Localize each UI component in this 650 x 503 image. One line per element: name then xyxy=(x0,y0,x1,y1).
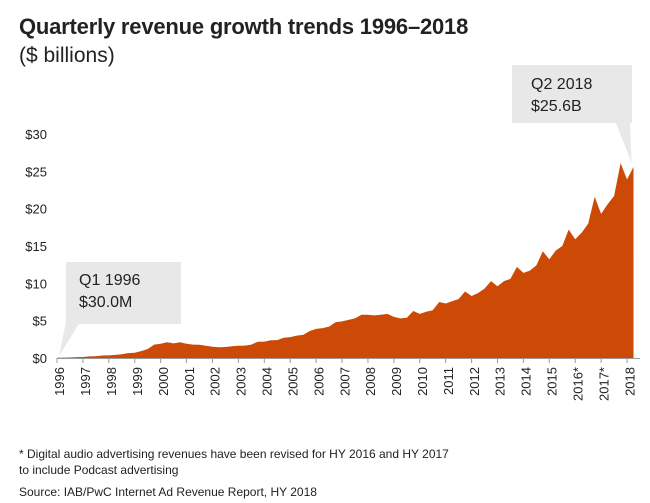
source-note: Source: IAB/PwC Internet Ad Revenue Repo… xyxy=(19,485,317,499)
x-tick-label: 2009 xyxy=(389,367,404,396)
start-callout-line-2: $30.0M xyxy=(79,294,132,311)
x-tick-label: 2007 xyxy=(337,367,352,396)
x-tick-label: 2011 xyxy=(441,367,456,395)
y-tick-label: $5 xyxy=(33,314,47,329)
end-callout-line-1: Q2 2018 xyxy=(531,76,592,93)
start-callout-line-1: Q1 1996 xyxy=(79,272,140,289)
x-tick-label: 2005 xyxy=(285,367,300,396)
x-tick-label: 2018 xyxy=(622,367,637,396)
y-tick-label: $0 xyxy=(33,351,47,366)
series-layer xyxy=(57,163,634,358)
footnote-line-1: * Digital audio advertising revenues hav… xyxy=(19,447,449,461)
end-callout-box xyxy=(512,65,632,123)
x-tick-label: 1996 xyxy=(52,367,67,396)
x-tick-label: 2016* xyxy=(570,367,585,401)
y-tick-label: $10 xyxy=(25,276,47,291)
start-callout-box xyxy=(66,262,181,324)
x-tick-label: 2000 xyxy=(156,367,171,396)
x-tick-label: 2015 xyxy=(545,367,560,396)
y-tick-label: $20 xyxy=(25,202,47,217)
x-tick-label: 2012 xyxy=(467,367,482,396)
x-tick-label: 2017* xyxy=(596,367,611,401)
area-chart: $0 $5 $10 $15 $20 $25 $30 1996 1997 1998 1999 2000… xyxy=(25,65,640,401)
x-tick-label: 2001 xyxy=(182,367,197,396)
x-axis: 1996 1997 1998 1999 2000 2001 2002 2003 2004 2005… xyxy=(52,358,640,401)
x-tick-label: 2002 xyxy=(208,367,223,396)
x-tick-label: 2003 xyxy=(234,367,249,396)
chart-subtitle: ($ billions) xyxy=(19,44,115,67)
x-tick-label: 2006 xyxy=(311,367,326,396)
x-tick-label: 2014 xyxy=(519,367,534,396)
x-tick-label: 2013 xyxy=(493,367,508,396)
x-tick-label: 2008 xyxy=(363,367,378,396)
x-tick-label: 1999 xyxy=(130,367,145,396)
x-tick-label: 2004 xyxy=(260,367,275,396)
x-tick-label: 1998 xyxy=(104,367,119,396)
y-tick-label: $15 xyxy=(25,239,47,254)
y-tick-label: $30 xyxy=(25,127,47,142)
callouts: Q1 1996 $30.0M Q2 2018 $25.6B xyxy=(59,65,632,356)
end-callout-pointer xyxy=(616,123,632,163)
revenue-area xyxy=(57,163,634,358)
y-tick-label: $25 xyxy=(25,164,47,179)
footnote: * Digital audio advertising revenues hav… xyxy=(19,446,579,478)
x-tick-label: 1997 xyxy=(78,367,93,396)
x-tick-label: 2010 xyxy=(415,367,430,396)
footnote-line-2: to include Podcast advertising xyxy=(19,463,179,477)
end-callout-line-2: $25.6B xyxy=(531,98,582,115)
y-axis: $0 $5 $10 $15 $20 $25 $30 xyxy=(25,127,47,366)
start-callout-pointer xyxy=(59,322,80,356)
chart-title: Quarterly revenue growth trends 1996–201… xyxy=(19,14,469,39)
